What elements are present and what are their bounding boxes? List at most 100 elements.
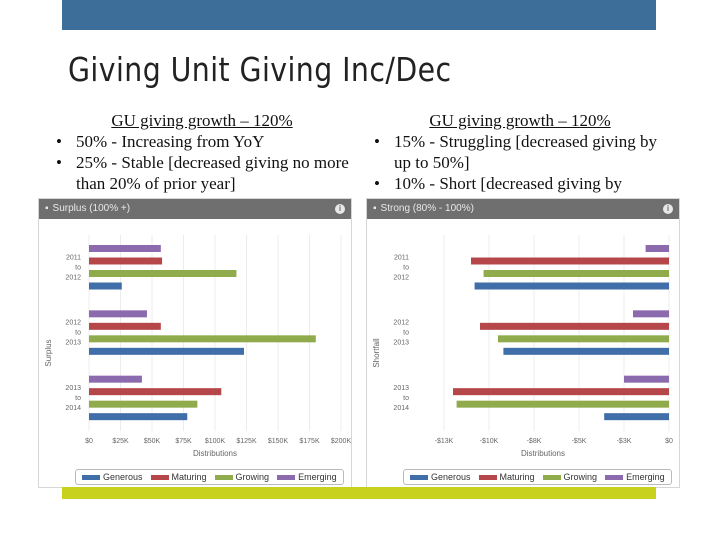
legend-item[interactable]: Emerging — [605, 472, 665, 482]
legend-item[interactable]: Generous — [82, 472, 143, 482]
left-text-block: GU giving growth – 120% • 50% - Increasin… — [52, 110, 352, 194]
legend-swatch — [150, 474, 169, 480]
y-tick-label: to — [403, 330, 409, 337]
bullet-icon: • — [374, 174, 380, 193]
bar-emerging — [645, 245, 669, 252]
bar-generous — [89, 413, 188, 421]
legend-label: Emerging — [298, 472, 337, 482]
y-axis-label: Shortfall — [372, 338, 381, 368]
list-item: • 50% - Increasing from YoY — [52, 131, 352, 152]
legend-item[interactable]: Emerging — [277, 472, 337, 482]
bottom-accent-bar — [62, 487, 656, 499]
y-tick-label: to — [75, 264, 81, 271]
legend-swatch — [605, 474, 624, 480]
x-tick-label: $25K — [112, 438, 129, 445]
legend-label: Maturing — [499, 472, 535, 482]
x-tick-label: $150K — [268, 438, 289, 445]
bar-maturing — [89, 388, 222, 396]
y-tick-label: 2013 — [393, 385, 409, 392]
list-item: • 10% - Short [decreased giving by — [370, 173, 670, 194]
y-tick-label: 2013 — [65, 340, 81, 347]
legend-label: Growing — [563, 472, 598, 482]
bullet-text: 15% - Struggling [decreased giving by up… — [394, 132, 657, 172]
legend-swatch — [542, 474, 561, 480]
legend-label: Generous — [103, 472, 143, 482]
bullet-icon: • — [56, 153, 62, 172]
y-tick-label: 2012 — [393, 320, 409, 327]
y-tick-label: 2011 — [66, 254, 81, 261]
legend-swatch — [214, 474, 233, 480]
legend-swatch — [82, 474, 100, 480]
chart-header: ▪ Strong (80% - 100%) i — [367, 199, 679, 219]
x-tick-label: $125K — [236, 438, 257, 445]
y-tick-label: 2012 — [65, 274, 81, 281]
legend-item[interactable]: Growing — [214, 472, 270, 482]
legend-item[interactable]: Generous — [410, 472, 471, 482]
strong-bar-chart: -$13K -$10K -$8K -$5K -$3K $0 Distributions Sho… — [372, 235, 673, 458]
bar-growing — [498, 335, 669, 343]
bar-emerging — [633, 310, 669, 318]
right-text-block: GU giving growth – 120% • 15% - Strugglin… — [370, 110, 670, 194]
y-tick-label: 2014 — [65, 405, 81, 412]
top-accent-bar — [62, 0, 656, 30]
legend-item[interactable]: Maturing — [150, 472, 207, 482]
bar-growing — [89, 270, 237, 277]
bullet-text: 10% - Short [decreased giving by — [394, 174, 623, 193]
right-text-title: GU giving growth – 120% — [429, 111, 611, 130]
bar-growing — [89, 400, 198, 408]
legend-item[interactable]: Growing — [542, 472, 598, 482]
x-tick-label: -$10K — [480, 438, 499, 445]
x-tick-label: $0 — [85, 438, 93, 445]
x-tick-label: -$8K — [527, 438, 542, 445]
bar-generous — [89, 282, 122, 290]
x-axis-label: Distributions — [193, 449, 237, 458]
y-tick-label: 2011 — [394, 254, 409, 261]
y-tick-label: to — [403, 395, 409, 402]
surplus-bar-chart: $0 $25K $50K $75K $100K $125K $150K $175K $200K D… — [44, 235, 351, 458]
x-tick-label: $175K — [299, 438, 320, 445]
x-tick-label: -$13K — [435, 438, 454, 445]
y-tick-label: 2013 — [393, 340, 409, 347]
x-tick-label: -$3K — [617, 438, 632, 445]
legend-swatch — [410, 474, 428, 480]
y-tick-label: to — [75, 330, 81, 337]
y-tick-label: to — [75, 395, 81, 402]
y-tick-label: 2013 — [65, 385, 81, 392]
legend-swatch — [478, 474, 497, 480]
x-tick-label: $0 — [665, 438, 673, 445]
bar-maturing — [89, 322, 161, 330]
x-tick-label: $200K — [331, 438, 351, 445]
left-text-title: GU giving growth – 120% — [111, 111, 293, 130]
surplus-chart-panel: ▪ Surplus (100% +) i $0 $25K $50K $75K $100K $… — [38, 198, 352, 488]
bar-generous — [89, 347, 244, 355]
left-bullet-list: • 50% - Increasing from YoY • 25% - Stable… — [52, 131, 352, 194]
legend-swatch — [277, 474, 296, 480]
bullet-icon: • — [56, 132, 62, 151]
chart-menu-icon[interactable]: ▪ — [373, 203, 377, 214]
legend-label: Emerging — [626, 472, 665, 482]
y-tick-label: 2014 — [393, 405, 409, 412]
list-item: • 25% - Stable [decreased giving no more … — [52, 152, 352, 194]
bullet-text: 50% - Increasing from YoY — [76, 132, 265, 151]
info-icon[interactable]: i — [663, 204, 673, 214]
bar-emerging — [624, 375, 669, 383]
legend-label: Maturing — [171, 472, 207, 482]
bar-generous — [604, 413, 669, 421]
bar-growing — [89, 335, 316, 343]
slide-title: Giving Unit Giving Inc/Dec — [68, 50, 452, 89]
bar-emerging — [89, 245, 161, 252]
legend-item[interactable]: Maturing — [478, 472, 535, 482]
chart-menu-icon[interactable]: ▪ — [45, 203, 49, 214]
right-bullet-list: • 15% - Struggling [decreased giving by u… — [370, 131, 670, 194]
bar-growing — [456, 400, 669, 408]
legend-label: Generous — [431, 472, 471, 482]
info-icon[interactable]: i — [335, 204, 345, 214]
bullet-icon: • — [374, 132, 380, 151]
bar-emerging — [89, 310, 147, 318]
bar-growing — [483, 270, 669, 277]
bar-maturing — [89, 257, 163, 265]
chart-header-title: Surplus (100% +) — [52, 203, 131, 214]
strong-chart-panel: ▪ Strong (80% - 100%) i -$13K -$10K -$8K -$5… — [366, 198, 680, 488]
x-tick-label: $75K — [175, 438, 192, 445]
legend-label: Growing — [235, 472, 270, 482]
